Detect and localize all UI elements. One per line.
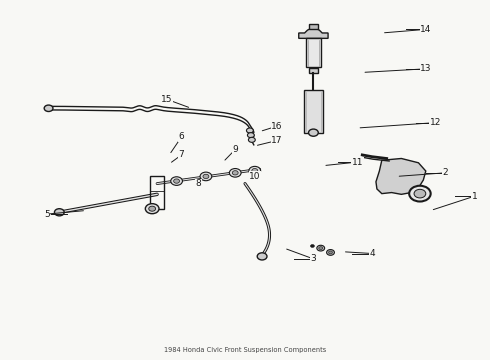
Text: 15: 15 <box>161 95 172 104</box>
Text: 1984 Honda Civic Front Suspension Components: 1984 Honda Civic Front Suspension Compon… <box>164 347 326 353</box>
Circle shape <box>149 206 156 211</box>
Circle shape <box>317 245 325 251</box>
Circle shape <box>246 128 253 133</box>
Circle shape <box>309 129 318 136</box>
Text: 6: 6 <box>179 132 184 141</box>
Text: 17: 17 <box>271 136 283 145</box>
Circle shape <box>173 179 179 183</box>
Text: 10: 10 <box>249 172 261 181</box>
Circle shape <box>409 186 431 202</box>
Circle shape <box>249 166 261 175</box>
Circle shape <box>200 172 212 181</box>
Bar <box>306 39 321 67</box>
Circle shape <box>319 247 323 249</box>
Circle shape <box>229 168 241 177</box>
Text: 9: 9 <box>232 145 238 154</box>
Text: 4: 4 <box>369 249 375 258</box>
Polygon shape <box>376 158 426 194</box>
Circle shape <box>414 189 426 198</box>
Circle shape <box>248 137 255 142</box>
Circle shape <box>44 105 53 112</box>
Text: 16: 16 <box>271 122 283 131</box>
Text: 7: 7 <box>179 150 184 159</box>
Circle shape <box>252 168 258 173</box>
Circle shape <box>311 244 315 247</box>
Bar <box>150 176 164 209</box>
Bar <box>304 90 323 133</box>
Text: 3: 3 <box>311 255 316 264</box>
Circle shape <box>146 204 159 214</box>
Circle shape <box>329 251 332 254</box>
Text: 5: 5 <box>44 210 50 219</box>
Bar <box>309 24 318 29</box>
Circle shape <box>54 209 64 216</box>
Text: 14: 14 <box>420 25 432 34</box>
Text: 1: 1 <box>472 192 478 201</box>
Circle shape <box>232 171 238 175</box>
Circle shape <box>171 177 182 185</box>
Text: 12: 12 <box>430 118 441 127</box>
Text: 2: 2 <box>442 168 448 177</box>
Circle shape <box>203 174 209 179</box>
Text: 13: 13 <box>420 64 432 73</box>
Circle shape <box>327 249 334 255</box>
Text: 11: 11 <box>352 158 363 167</box>
Bar <box>309 68 318 73</box>
Polygon shape <box>299 29 328 39</box>
Circle shape <box>247 133 254 138</box>
Circle shape <box>257 253 267 260</box>
Text: 8: 8 <box>196 179 201 188</box>
